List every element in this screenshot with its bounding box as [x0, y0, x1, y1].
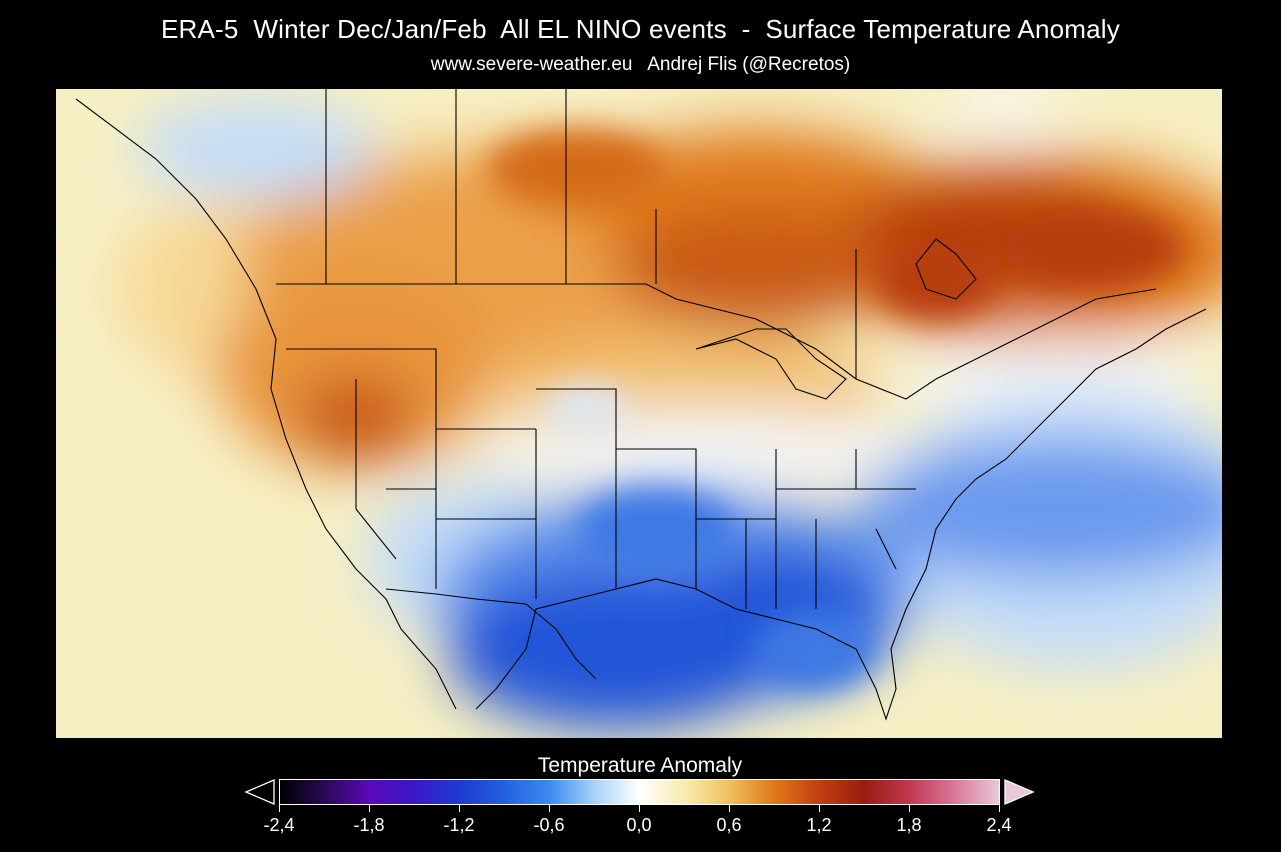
colorbar-tick-mark: [549, 805, 550, 812]
colorbar-tick-label: 1,8: [896, 815, 922, 835]
colorbar: [279, 779, 1000, 805]
colorbar-tick-label: -0,6: [533, 815, 565, 835]
map-subtitle: www.severe-weather.eu Andrej Flis (@Recr…: [430, 54, 851, 75]
state-borders: [286, 348, 916, 609]
anomaly-map: [56, 89, 1222, 738]
legend-title: Temperature Anomaly: [537, 754, 743, 777]
province-borders: [325, 89, 857, 379]
colorbar-max-arrow-icon: [1004, 779, 1035, 805]
colorbar-tick-label: 0,0: [626, 815, 652, 835]
colorbar-tick-mark: [279, 805, 280, 812]
colorbar-tick-label: 1,2: [806, 815, 832, 835]
colorbar-tick-label: -1,2: [443, 815, 475, 835]
colorbar-tick-label: 0,6: [716, 815, 742, 835]
us-canada-border: [276, 283, 1157, 400]
atlantic-gulf-coastline: [475, 308, 1207, 721]
us-mexico-border: [385, 588, 597, 680]
great-lakes: [695, 328, 847, 400]
colorbar-tick-label: -1,8: [353, 815, 385, 835]
colorbar-tick-mark: [729, 805, 730, 812]
colorbar-ticks: -2,4 -1,8 -1,2 -0,6 0,0 0,6 1,2 1,8 2,4: [0, 805, 1281, 845]
colorbar-tick-mark: [639, 805, 640, 812]
colorbar-tick-mark: [909, 805, 910, 812]
hudson-region-lake: [915, 238, 977, 300]
colorbar-tick-mark: [459, 805, 460, 812]
map-title: ERA-5 Winter Dec/Jan/Feb All EL NINO eve…: [160, 14, 1120, 44]
map-boundaries: [75, 89, 1207, 721]
anomaly-map-canvas: [56, 89, 1222, 738]
colorbar-tick-label: -2,4: [263, 815, 295, 835]
colorbar-tick-label: 2,4: [986, 815, 1012, 835]
pacific-coastline: [75, 98, 457, 710]
colorbar-tick-mark: [819, 805, 820, 812]
colorbar-tick-mark: [999, 805, 1000, 812]
colorbar-min-arrow-icon: [244, 779, 275, 805]
colorbar-tick-mark: [369, 805, 370, 812]
